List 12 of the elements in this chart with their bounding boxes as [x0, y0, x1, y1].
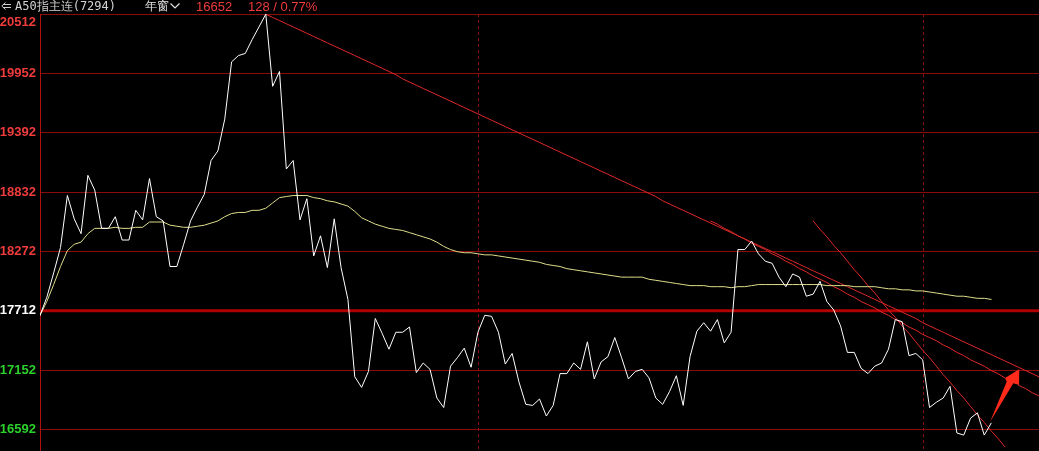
- y-tick-label: 19392: [0, 124, 36, 140]
- text: 16652: [196, 0, 233, 14]
- y-tick-label: 18832: [0, 183, 36, 199]
- chart-title: A50指主连(7294): [15, 0, 117, 13]
- y-tick-label: 17152: [0, 361, 36, 377]
- y-tick-label: 16592: [0, 421, 36, 437]
- y-tick-label: 17712: [0, 302, 36, 318]
- y-tick-label: 19952: [0, 64, 36, 80]
- text: 128 / 0.77%: [248, 0, 318, 14]
- y-tick-label: 20512: [0, 13, 36, 29]
- chart-subtitle: 年窗: [145, 0, 169, 13]
- y-tick-label: 18272: [0, 243, 36, 259]
